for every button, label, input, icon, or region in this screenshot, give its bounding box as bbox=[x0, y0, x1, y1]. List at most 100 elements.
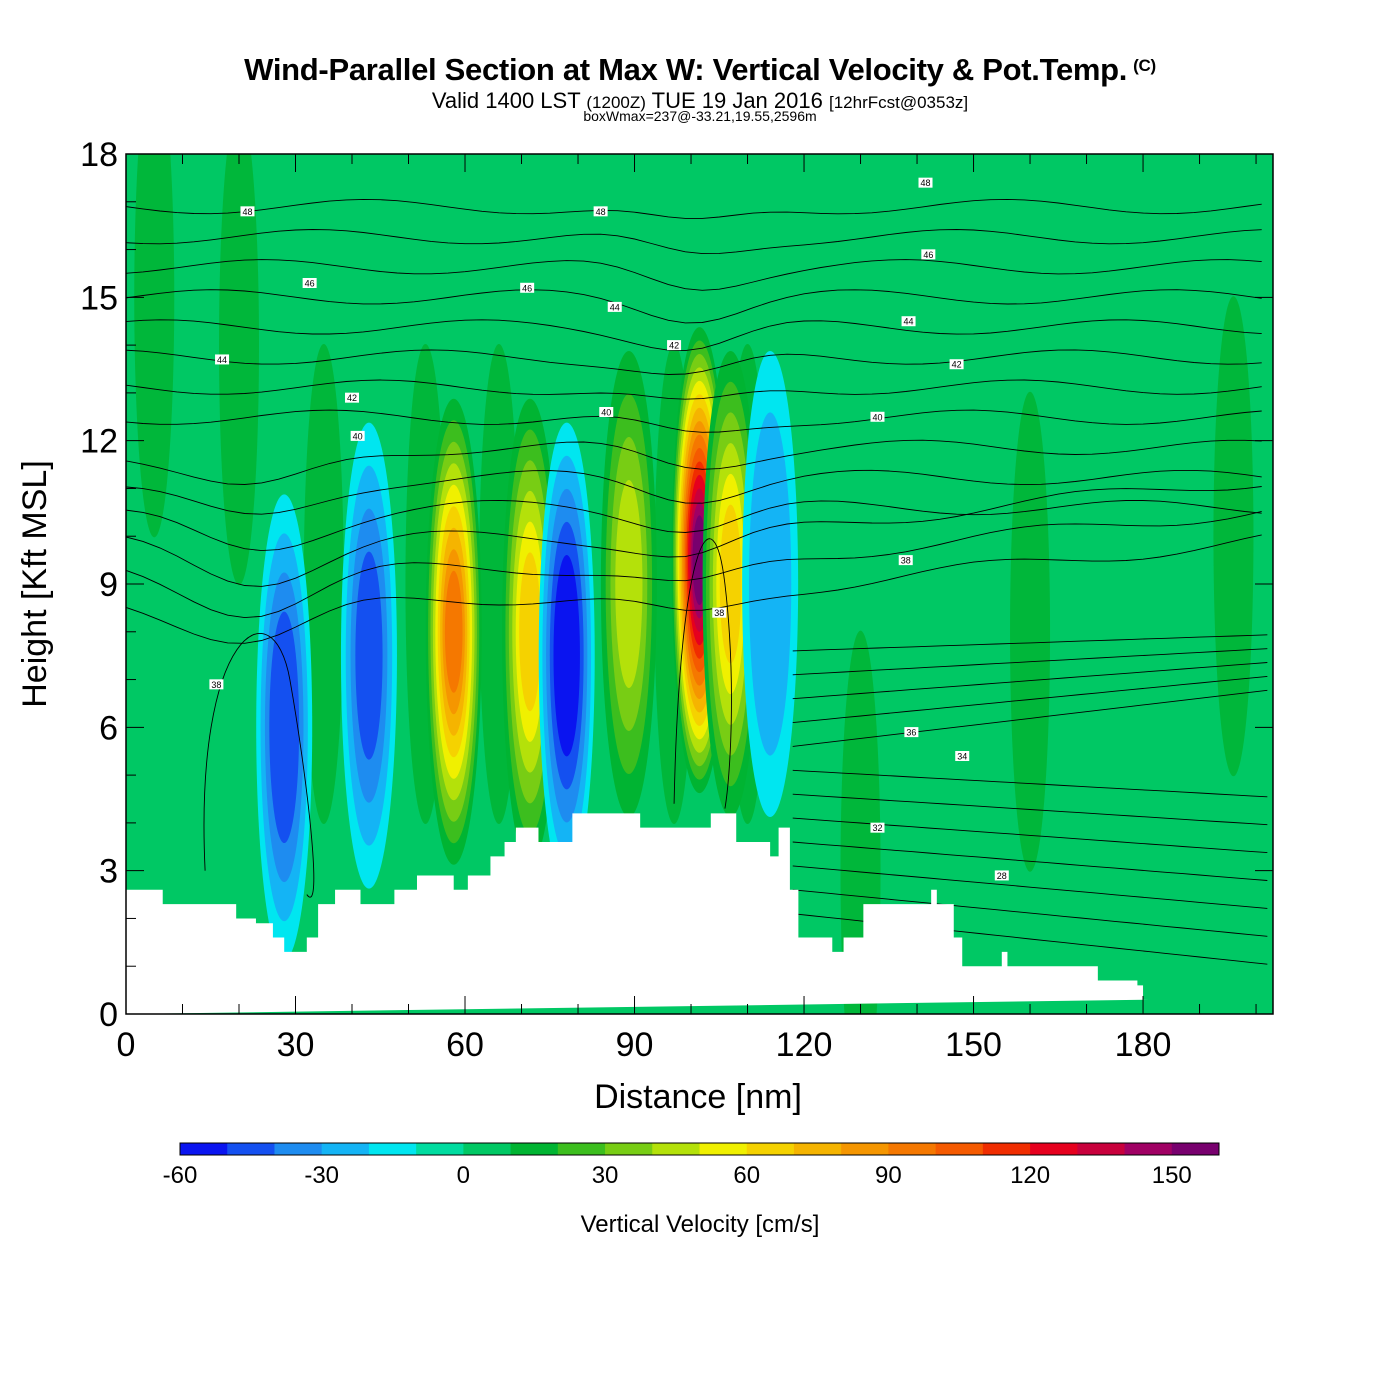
colorbar: -60 -30 0 30 60 90 120 150 bbox=[163, 1142, 1220, 1189]
isentrope-line bbox=[126, 486, 1262, 587]
isentrope-line bbox=[126, 379, 1262, 400]
colorbar-segment bbox=[1077, 1143, 1126, 1155]
isentrope-label-text: 42 bbox=[347, 393, 357, 403]
weak-updraft-band bbox=[134, 154, 175, 538]
y-tick-label: 9 bbox=[99, 566, 118, 604]
isentrope-line bbox=[792, 675, 1268, 724]
chart-title: Wind-Parallel Section at Max W: Vertical… bbox=[244, 52, 1156, 87]
colorbar-tick-label: 90 bbox=[875, 1162, 902, 1189]
colorbar-tick-label: 60 bbox=[733, 1162, 760, 1189]
isentrope-label: 48 bbox=[918, 177, 933, 188]
isentrope-label-text: 48 bbox=[242, 207, 252, 217]
colorbar-segment bbox=[274, 1143, 323, 1155]
isentrope-label: 38 bbox=[898, 555, 913, 566]
isentrope-line bbox=[126, 499, 1262, 552]
isentrope-label: 28 bbox=[994, 870, 1009, 881]
isentrope-line bbox=[126, 409, 1262, 433]
isentrope-line bbox=[792, 889, 1268, 937]
isentrope-label: 38 bbox=[712, 607, 727, 618]
isentrope-label-text: 28 bbox=[997, 871, 1007, 881]
isentrope-label-text: 40 bbox=[872, 412, 882, 422]
isentrope-label: 42 bbox=[667, 340, 682, 351]
isentrope-label: 46 bbox=[921, 249, 936, 260]
y-tick-label: 15 bbox=[80, 279, 118, 317]
isentrope-line bbox=[792, 865, 1268, 909]
y-axis-label: Height [Kft MSL] bbox=[16, 460, 54, 708]
x-axis-label: Distance [nm] bbox=[594, 1078, 802, 1116]
downdraft-cell bbox=[256, 494, 313, 961]
isentrope-line bbox=[126, 534, 1262, 644]
isentrope-label: 44 bbox=[607, 301, 622, 312]
colorbar-segment bbox=[416, 1143, 464, 1155]
colorbar-segment bbox=[1030, 1143, 1078, 1155]
colorbar-tick-label: 150 bbox=[1152, 1162, 1192, 1189]
colorbar-tick-label: 0 bbox=[457, 1162, 470, 1189]
colorbar-segment bbox=[227, 1143, 275, 1155]
colorbar-segment bbox=[652, 1143, 700, 1155]
y-tick-label: 6 bbox=[99, 709, 118, 747]
x-tick-label: 90 bbox=[616, 1026, 654, 1064]
colorbar-label: Vertical Velocity [cm/s] bbox=[581, 1211, 820, 1238]
isentrope-label-text: 40 bbox=[601, 408, 611, 418]
isentrope-label-text: 48 bbox=[596, 207, 606, 217]
copyright-mark: (C) bbox=[1133, 56, 1156, 75]
colorbar-segment bbox=[841, 1143, 889, 1155]
isentrope-line bbox=[792, 634, 1268, 652]
isentrope-label: 40 bbox=[870, 411, 885, 422]
isentrope-label: 40 bbox=[350, 430, 365, 441]
weak-updraft-band bbox=[303, 344, 344, 824]
downdraft-cell bbox=[340, 422, 397, 889]
x-tick-label: 0 bbox=[117, 1026, 136, 1064]
isentrope-label: 48 bbox=[240, 206, 255, 217]
colorbar-segment bbox=[1171, 1143, 1220, 1155]
box-wmax-info: boxWmax=237@-33.21,19.55,2596m bbox=[583, 108, 817, 124]
valid-utc-time: (1200Z) bbox=[586, 93, 646, 112]
isentrope-line bbox=[792, 841, 1268, 881]
isentrope-label-text: 46 bbox=[522, 283, 532, 293]
colorbar-frame bbox=[179, 1142, 1220, 1156]
isentrope-label-text: 46 bbox=[305, 279, 315, 289]
colorbar-segment bbox=[180, 1143, 228, 1155]
y-tick-label: 0 bbox=[99, 996, 118, 1034]
y-tick-label: 12 bbox=[80, 423, 118, 461]
isentrope-label: 44 bbox=[215, 354, 230, 365]
terrain-fill bbox=[126, 813, 1149, 1014]
colorbar-segment bbox=[982, 1143, 1031, 1155]
velocity-contour-band bbox=[615, 480, 643, 688]
isentrope-line bbox=[126, 439, 1262, 485]
colorbar-tick-label: -30 bbox=[304, 1162, 339, 1189]
isentrope-label: 36 bbox=[904, 727, 919, 738]
isentrope-label-text: 42 bbox=[669, 341, 679, 351]
velocity-contour-band bbox=[719, 504, 742, 664]
downdraft-cell bbox=[538, 422, 595, 889]
colorbar-segment bbox=[746, 1143, 795, 1155]
isentrope-line bbox=[126, 510, 1262, 619]
isentrope-label-text: 46 bbox=[923, 250, 933, 260]
valid-date: TUE 19 Jan 2016 bbox=[651, 88, 823, 113]
isentrope-label-text: 36 bbox=[906, 728, 916, 738]
colorbar-segment bbox=[1124, 1143, 1173, 1155]
potential-temperature-contours: 48 48 48 46 46 46 44 44 44 42 42 42 40 40 40 38 38 38 36 34… bbox=[126, 177, 1268, 965]
isentrope-line bbox=[126, 198, 1262, 219]
chart-subtitle-valid-time: Valid 1400 LST (1200Z) TUE 19 Jan 2016 [… bbox=[0, 88, 1400, 114]
isentrope-label: 34 bbox=[955, 751, 970, 762]
isentrope-line bbox=[673, 538, 732, 809]
terrain-mask bbox=[126, 813, 1149, 1014]
colorbar-segment bbox=[557, 1143, 606, 1155]
isentrope-label: 42 bbox=[949, 359, 964, 370]
x-tick-label: 60 bbox=[446, 1026, 484, 1064]
updraft-cell bbox=[702, 351, 759, 817]
velocity-contour-band bbox=[444, 570, 463, 693]
isentrope-label-text: 48 bbox=[921, 178, 931, 188]
weak-updraft-band bbox=[219, 154, 259, 586]
weak-updraft-band bbox=[1010, 391, 1051, 872]
colorbar-segment bbox=[888, 1143, 937, 1155]
isentrope-label: 44 bbox=[901, 316, 916, 327]
isentrope-label-text: 38 bbox=[211, 680, 221, 690]
isentrope-label-text: 44 bbox=[904, 317, 914, 327]
colorbar-segment bbox=[463, 1143, 512, 1155]
velocity-contour-band bbox=[355, 551, 383, 760]
isentrope-line bbox=[792, 648, 1268, 676]
downdraft-cell bbox=[742, 351, 799, 817]
x-tick-label: 180 bbox=[1115, 1026, 1172, 1064]
